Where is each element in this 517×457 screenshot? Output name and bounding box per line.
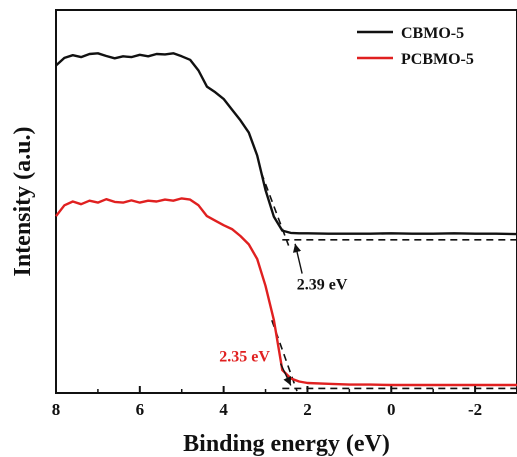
- series-line-pcbmo-5: [55, 197, 517, 387]
- axes-box: [55, 9, 517, 394]
- annotation-arrow: [292, 243, 303, 274]
- legend-entry: CBMO-5: [401, 25, 464, 42]
- fit-line: [260, 172, 290, 246]
- annotations: 2.39 eV 2.35 eV: [219, 243, 348, 386]
- annotation-arrow: [279, 363, 292, 386]
- y-axis-label: Intensity (a.u.): [10, 126, 36, 276]
- series-lines: [55, 52, 517, 387]
- x-axis-label: Binding energy (eV): [183, 431, 390, 457]
- legend: CBMO-5 PCBMO-5: [357, 25, 474, 68]
- annotation-label: 2.39 eV: [297, 277, 348, 294]
- x-tick-label: 4: [219, 400, 228, 419]
- x-tick-label: -2: [468, 400, 482, 419]
- x-ticks: 8 6 4 2 0 -2: [52, 386, 482, 419]
- x-tick-label: 6: [136, 400, 145, 419]
- x-tick-label: 2: [303, 400, 312, 419]
- plot-frame: [55, 9, 517, 394]
- series-line-cbmo-5: [55, 52, 517, 236]
- x-tick-label: 0: [387, 400, 396, 419]
- legend-entry: PCBMO-5: [401, 51, 474, 68]
- annotation-label: 2.35 eV: [219, 349, 270, 366]
- x-tick-label: 8: [52, 400, 61, 419]
